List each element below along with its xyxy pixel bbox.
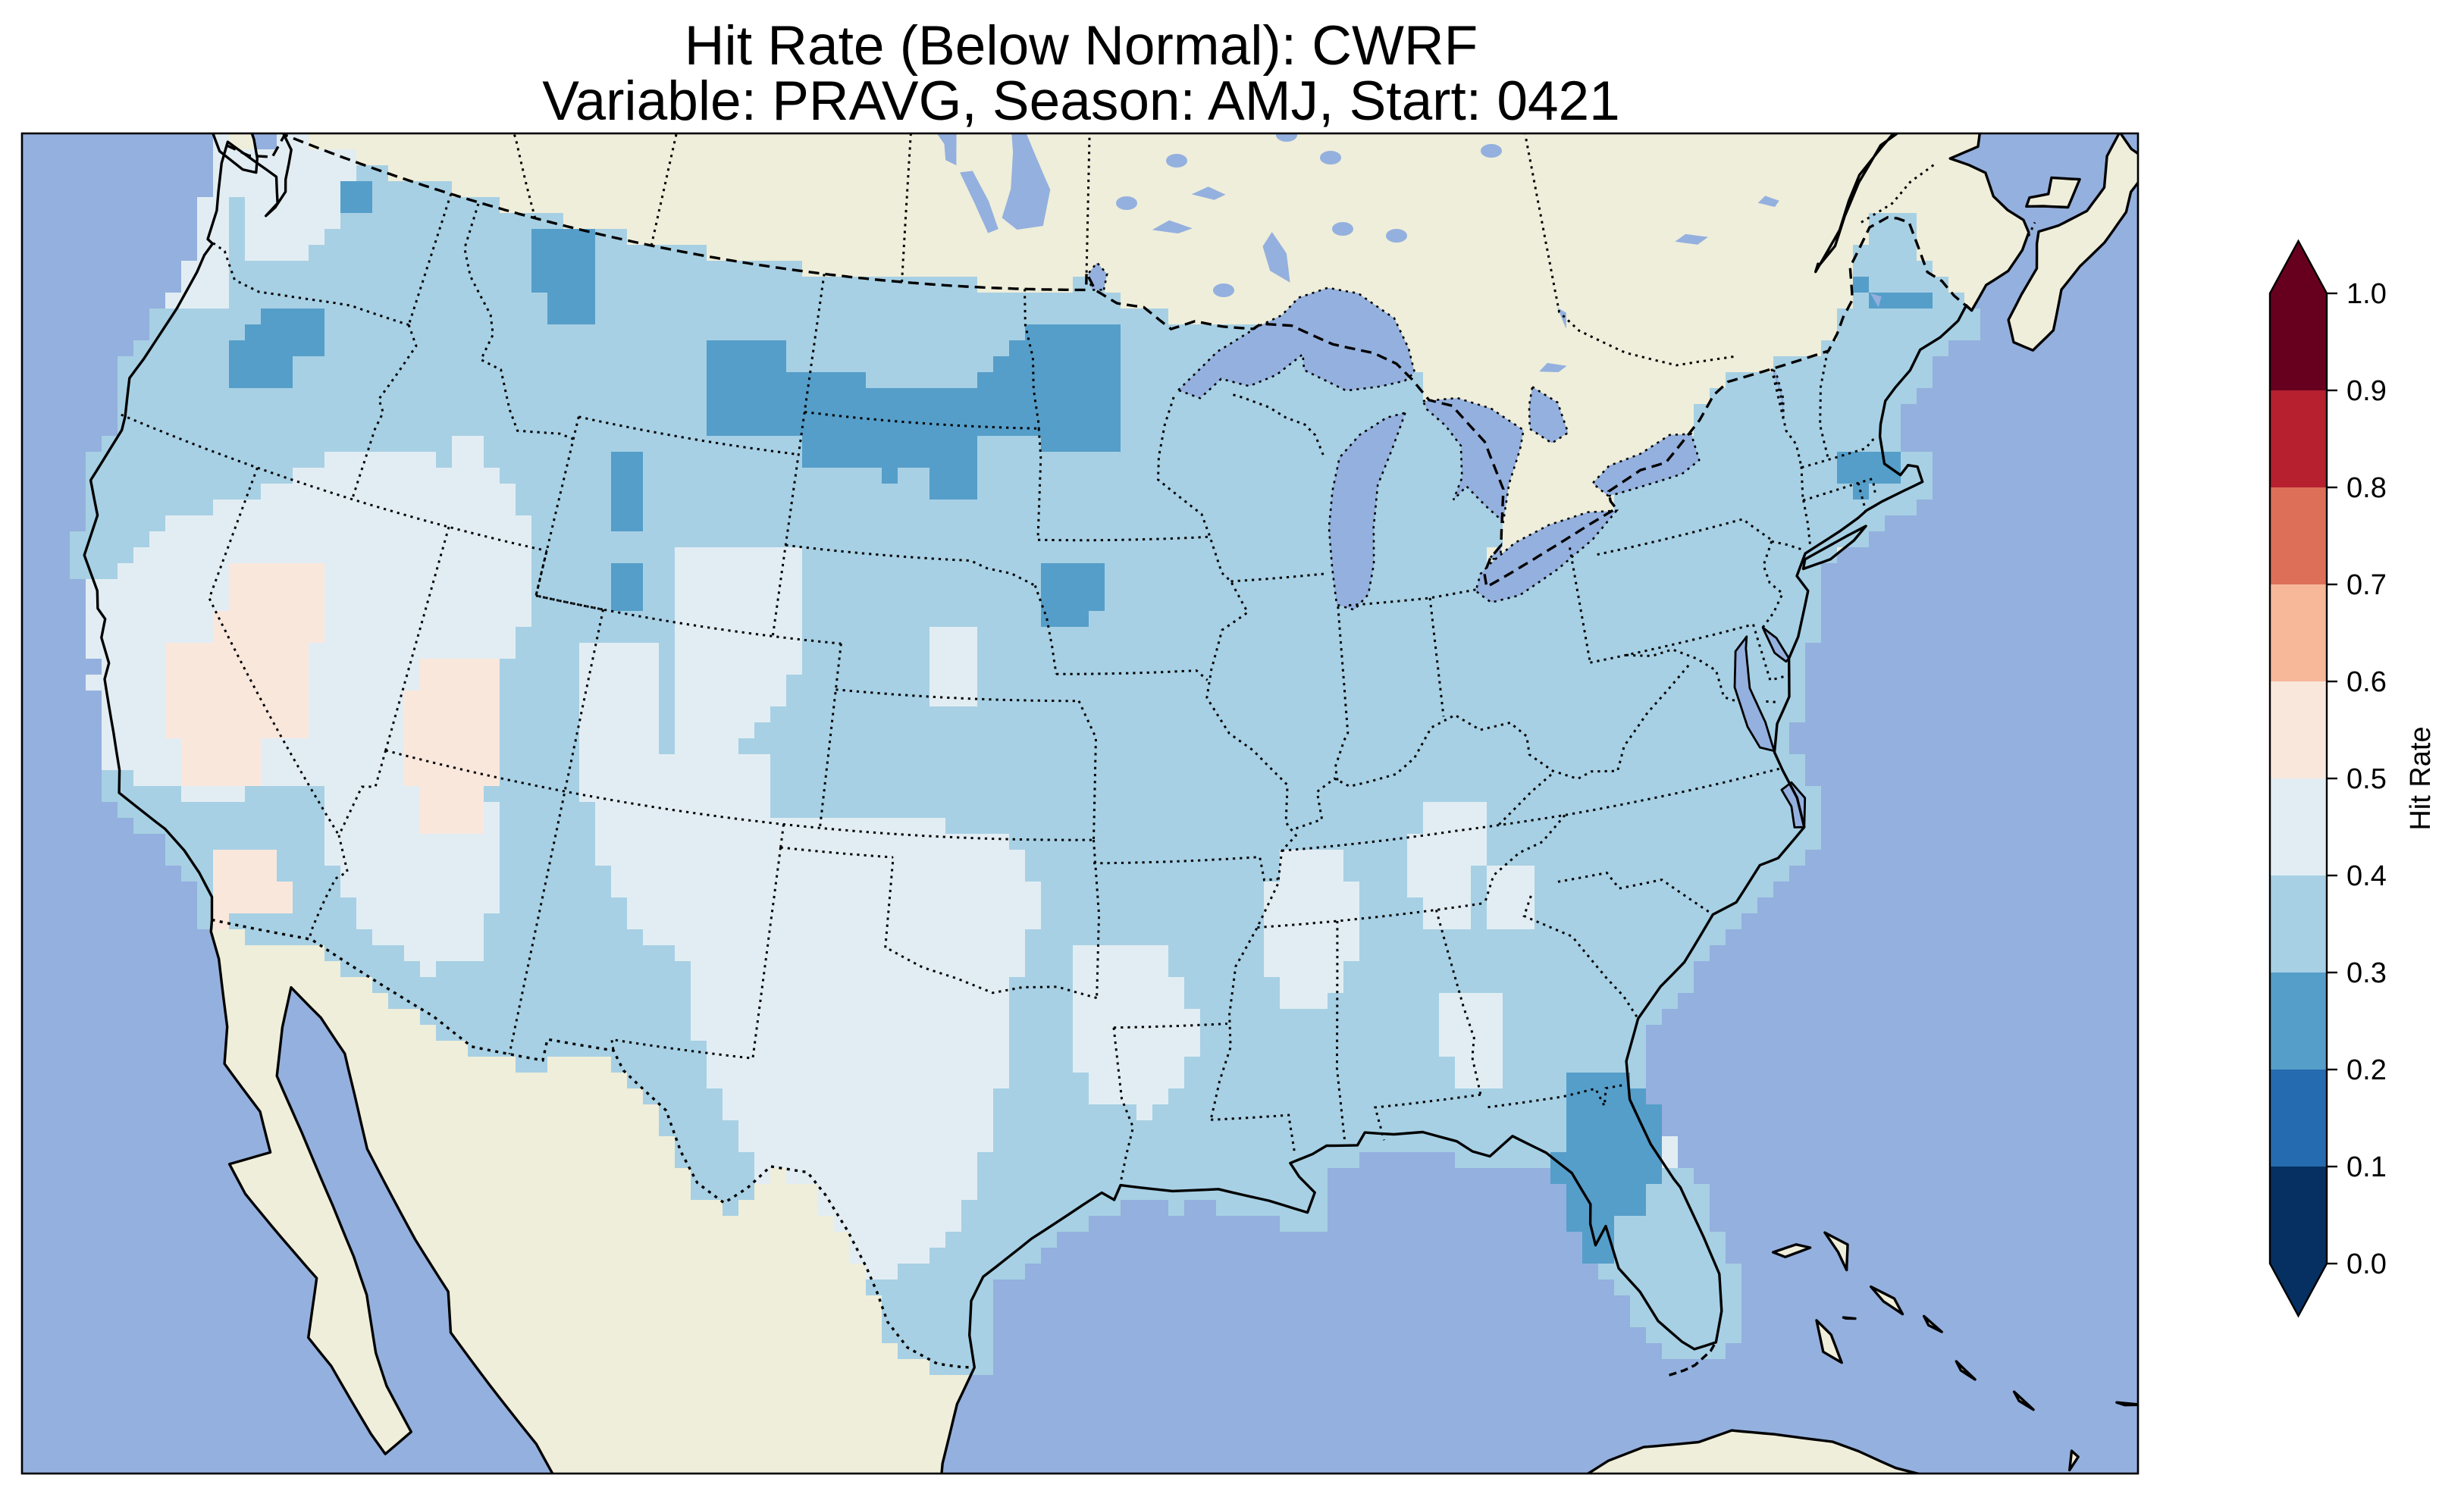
svg-text:0.7: 0.7: [2346, 569, 2387, 601]
svg-text:0.3: 0.3: [2346, 957, 2387, 989]
svg-text:1.0: 1.0: [2346, 278, 2387, 310]
svg-text:0.1: 0.1: [2346, 1151, 2387, 1183]
svg-text:0.4: 0.4: [2346, 860, 2387, 892]
svg-text:0.5: 0.5: [2346, 763, 2387, 795]
svg-text:0.6: 0.6: [2346, 666, 2387, 698]
svg-text:0.0: 0.0: [2346, 1248, 2387, 1280]
svg-text:Hit Rate: Hit Rate: [2405, 726, 2437, 830]
svg-text:0.9: 0.9: [2346, 375, 2387, 407]
svg-text:0.2: 0.2: [2346, 1054, 2387, 1086]
svg-text:Hit Rate (Below Normal): CWRF: Hit Rate (Below Normal): CWRF: [685, 15, 1478, 77]
svg-text:0.8: 0.8: [2346, 472, 2387, 504]
svg-text:Variable: PRAVG, Season: AMJ,: Variable: PRAVG, Season: AMJ, Start: 042…: [542, 70, 1620, 132]
